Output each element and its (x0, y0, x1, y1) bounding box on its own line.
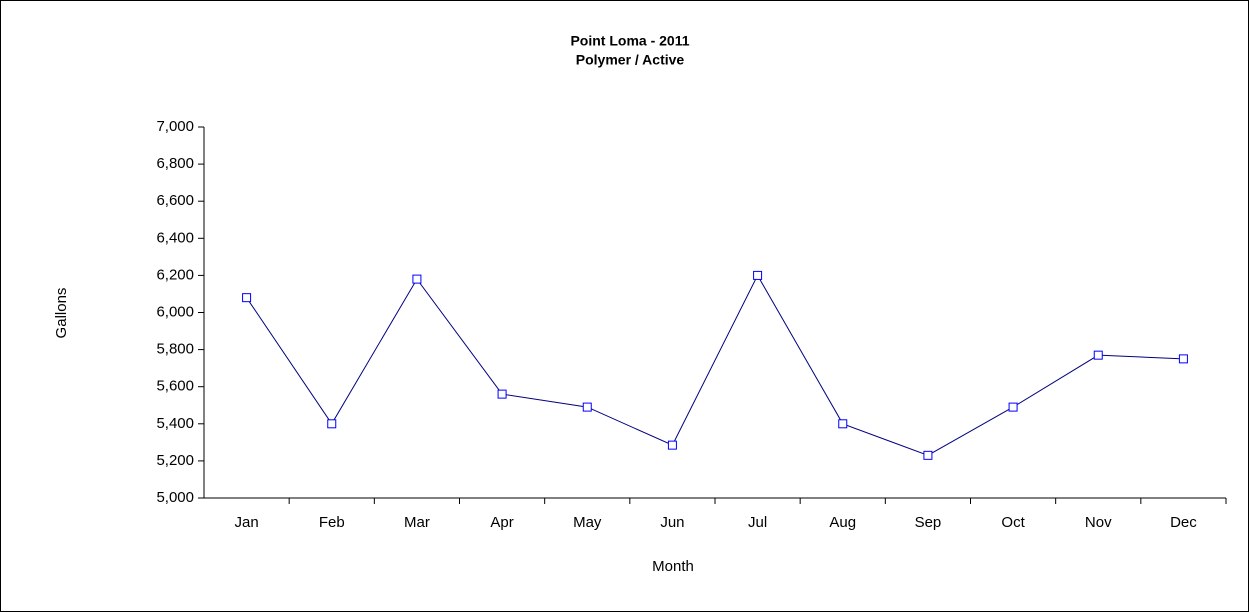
x-tick-label: Dec (1170, 514, 1197, 531)
x-axis-label: Month (652, 558, 694, 575)
x-tick-label: Jun (660, 514, 684, 531)
data-marker (1178, 354, 1188, 364)
data-marker (412, 274, 422, 284)
x-tick-label: Aug (829, 514, 856, 531)
data-marker (582, 402, 592, 412)
x-tick-label: Feb (319, 514, 345, 531)
data-line (246, 274, 1184, 456)
y-tick-label: 5,000 (156, 489, 194, 506)
data-marker (838, 419, 848, 429)
y-tick-label: 5,600 (156, 378, 194, 395)
y-tick-label: 6,200 (156, 266, 194, 283)
x-tick-label: Sep (915, 514, 942, 531)
x-tick-label: Oct (1001, 514, 1025, 531)
chart-subtitle: Polymer / Active (576, 52, 685, 68)
y-tick-label: 6,000 (156, 303, 194, 320)
y-tick-label: 6,400 (156, 229, 194, 246)
data-marker (497, 389, 507, 399)
data-marker (327, 419, 337, 429)
data-marker (242, 293, 252, 303)
y-tick-label: 7,000 (156, 118, 194, 135)
y-tick-label: 6,800 (156, 155, 194, 172)
data-marker (753, 270, 763, 280)
x-tick-label: May (573, 514, 602, 531)
y-tick-label: 5,400 (156, 415, 194, 432)
x-tick-label: Jul (748, 514, 767, 531)
data-marker (1093, 350, 1103, 360)
data-marker (1008, 402, 1018, 412)
x-tick-label: Mar (404, 514, 430, 531)
chart-title: Point Loma - 2011 (570, 33, 689, 49)
x-tick-label: Jan (234, 514, 258, 531)
data-marker (667, 440, 677, 450)
y-axis-label: Gallons (53, 288, 70, 339)
y-tick-label: 6,600 (156, 192, 194, 209)
x-tick-label: Apr (490, 514, 513, 531)
x-tick-label: Nov (1085, 514, 1112, 531)
y-tick-label: 5,800 (156, 341, 194, 358)
data-marker (923, 450, 933, 460)
y-tick-label: 5,200 (156, 452, 194, 469)
